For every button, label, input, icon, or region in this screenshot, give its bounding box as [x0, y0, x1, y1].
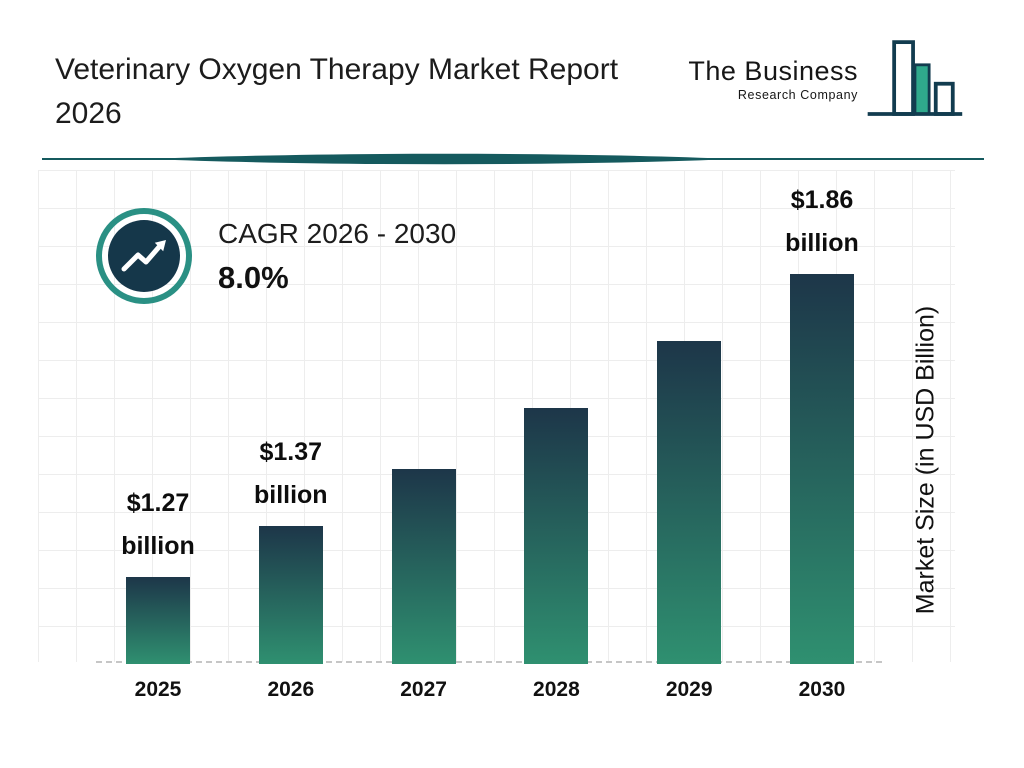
cagr-value: 8.0%: [218, 260, 289, 295]
bar-value-label: $1.37 billion: [253, 438, 328, 509]
bar-value-label: $1.86 billion: [785, 186, 859, 257]
bar-plot: $1.27 billion 2025 $1.37 billion 2026 2027 2028…: [108, 146, 872, 706]
page-title-line2: 2026: [55, 96, 122, 130]
bar-column: $1.27 billion 2025: [108, 482, 208, 706]
page-title: Veterinary Oxygen Therapy Market Report …: [55, 48, 715, 135]
bar-column: 2029: [639, 341, 739, 706]
x-axis-label: 2030: [798, 678, 846, 701]
company-name: The Business: [688, 56, 858, 86]
x-axis-label: 2025: [134, 678, 182, 701]
logo-bar-chart-icon: [862, 36, 966, 122]
page-title-line1: Veterinary Oxygen Therapy Market Report: [55, 53, 619, 86]
x-axis-label: 2026: [267, 678, 315, 701]
company-logo-text: The Business Research Company: [688, 56, 858, 102]
bar-2028: [524, 408, 589, 664]
cagr-label: CAGR 2026 - 2030: [218, 218, 457, 249]
x-axis-label: 2027: [400, 678, 447, 701]
cagr-text: CAGR 2026 - 2030 8.0%: [218, 218, 456, 296]
bar-2029: [657, 341, 722, 664]
company-logo: The Business Research Company: [688, 36, 966, 122]
bar-column: 2028: [506, 408, 606, 706]
x-axis-line: [96, 661, 882, 663]
company-subname: Research Company: [737, 88, 858, 102]
bar-column: 2027: [374, 469, 474, 706]
bar-2026: [258, 526, 323, 664]
bar-value-label: $1.27 billion: [121, 489, 195, 560]
bar-2030: [789, 274, 854, 664]
bar-2027: [391, 469, 456, 664]
divider-line: [42, 153, 984, 165]
x-axis-label: 2028: [533, 678, 580, 701]
bar-2025: [126, 577, 190, 664]
cagr-block: CAGR 2026 - 2030 8.0%: [94, 206, 456, 306]
y-axis-title: Market Size (in USD Billion): [911, 305, 940, 615]
bar-column: $1.37 billion 2026: [241, 431, 341, 706]
x-axis-label: 2029: [665, 678, 713, 701]
trend-up-icon: [94, 206, 194, 306]
bar-column: $1.86 billion 2030: [772, 179, 872, 706]
